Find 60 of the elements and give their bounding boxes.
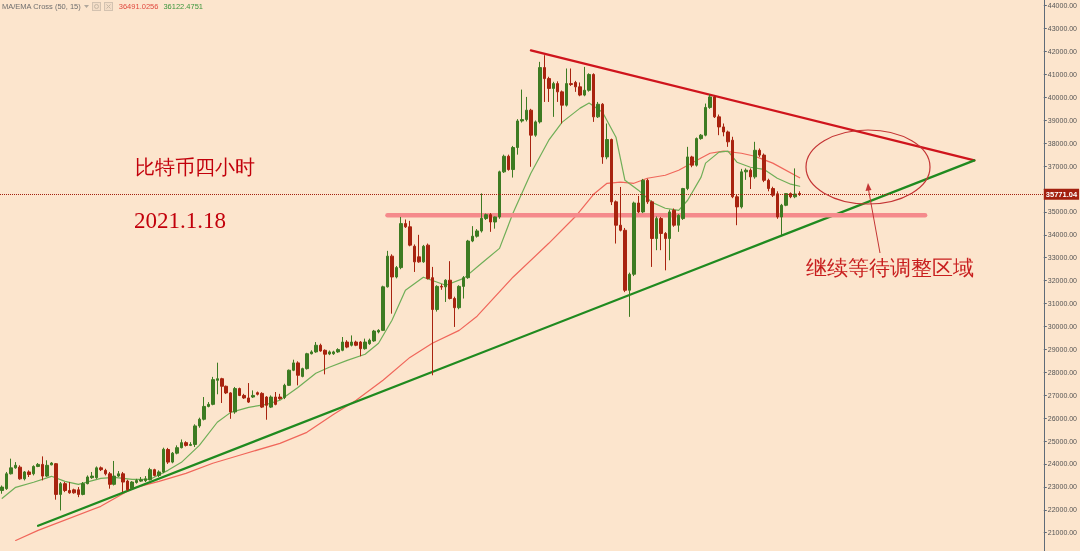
- candlestick: [328, 350, 331, 356]
- candlestick: [184, 440, 188, 448]
- candlestick: [605, 122, 609, 160]
- line-series: [1, 102, 801, 499]
- candlestick: [296, 360, 300, 386]
- candlestick: [59, 481, 62, 511]
- candlestick: [372, 329, 376, 343]
- text: 比特币四小时: [135, 156, 255, 178]
- candlestick: [641, 178, 645, 214]
- candlestick: [54, 462, 58, 501]
- candlestick: [121, 471, 125, 493]
- candlestick: [148, 467, 152, 481]
- candlestick: [99, 465, 103, 472]
- candlestick: [596, 101, 600, 119]
- candlestick: [112, 460, 116, 486]
- candlestick: [529, 108, 533, 168]
- candlestick: [139, 476, 143, 483]
- candlestick: [18, 464, 22, 481]
- candlestick: [269, 394, 273, 409]
- candlestick: [63, 481, 67, 493]
- candlestick: [130, 480, 134, 491]
- candlestick: [278, 393, 282, 401]
- candlestick: [422, 244, 425, 264]
- candlestick: [41, 455, 44, 481]
- candlestick: [390, 253, 394, 315]
- candlestick: [314, 341, 318, 354]
- candlestick: [793, 167, 797, 199]
- candlestick: [565, 68, 568, 108]
- annotation: 继续等待调整区域: [806, 255, 974, 281]
- candlestick: [668, 209, 671, 261]
- candlestick: [435, 284, 439, 313]
- candlestick: [672, 207, 676, 228]
- candlestick: [45, 459, 49, 478]
- candlestick: [749, 167, 752, 190]
- candlestick: [27, 469, 31, 478]
- text: 2021.1.18: [134, 208, 226, 233]
- line-series: [15, 150, 801, 542]
- candlestick: [220, 377, 224, 404]
- candlestick: [108, 471, 112, 490]
- candlestick: [655, 216, 658, 251]
- candlestick: [578, 81, 582, 97]
- candlestick: [592, 72, 595, 123]
- candlestick: [489, 212, 492, 233]
- candlestick: [408, 220, 412, 247]
- candlestick: [753, 141, 757, 180]
- candlestick: [166, 447, 170, 465]
- candlestick: [350, 334, 353, 347]
- candlestick: [444, 278, 447, 303]
- candlestick: [153, 468, 156, 477]
- candlestick: [363, 338, 367, 351]
- candlestick: [233, 386, 237, 415]
- candlestick: [440, 283, 443, 291]
- candlestick: [507, 154, 510, 172]
- candlestick: [552, 81, 555, 118]
- candlestick: [345, 339, 349, 349]
- candlestick: [251, 389, 255, 399]
- candlestick: [23, 470, 26, 481]
- candlestick: [601, 102, 604, 165]
- candlestick: [690, 155, 694, 168]
- candlestick: [323, 348, 327, 375]
